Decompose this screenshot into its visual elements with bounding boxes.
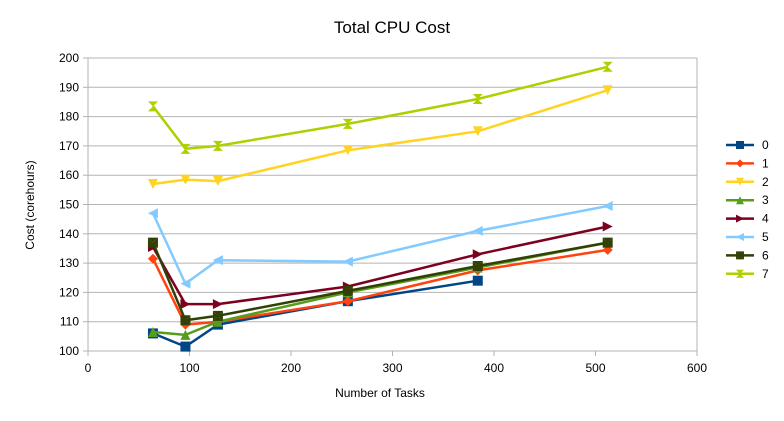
data-point-3 (180, 329, 191, 340)
x-tick-label: 400 (484, 361, 504, 375)
legend-label: 5 (762, 230, 769, 244)
legend-item-1: 1 (726, 156, 769, 170)
series-line-4 (151, 225, 608, 306)
data-point-7 (147, 101, 158, 112)
data-point-5 (472, 225, 483, 236)
data-point-2 (472, 126, 483, 137)
data-point-6 (602, 237, 613, 248)
data-point-5 (180, 278, 191, 289)
legend-label: 2 (762, 175, 769, 189)
data-point-5 (602, 200, 613, 211)
y-tick-label: 130 (59, 256, 79, 270)
data-point-4 (602, 221, 613, 232)
legend-marker (736, 141, 744, 149)
legend-item-6: 6 (726, 248, 769, 262)
series-line-6 (151, 241, 608, 322)
data-point-1 (147, 253, 158, 264)
data-point-5 (342, 256, 353, 267)
data-point-7 (342, 118, 353, 129)
data-point-3 (147, 326, 158, 337)
x-tick-label: 300 (382, 361, 402, 375)
y-tick-label: 100 (59, 344, 79, 358)
legend-marker (736, 233, 744, 241)
x-tick-labels: 0 100 200 300 400 500 600 (85, 361, 708, 375)
y-tick-label: 110 (60, 315, 79, 329)
data-point-0 (180, 341, 191, 352)
legend-label: 1 (762, 156, 769, 170)
data-point-4 (472, 249, 483, 260)
series-layer (147, 61, 613, 352)
data-point-3 (212, 316, 223, 327)
legend-item-2: 2 (726, 175, 769, 189)
x-tick-label: 500 (585, 361, 605, 375)
y-tick-label: 140 (59, 227, 79, 241)
y-tick-label: 120 (59, 285, 79, 299)
series-6 (147, 237, 613, 326)
legend-marker (736, 196, 744, 205)
legend-label: 6 (762, 248, 769, 262)
y-tick-label: 200 (59, 51, 79, 65)
legend-item-0: 0 (726, 138, 769, 152)
series-line-1 (151, 248, 608, 326)
legend-item-3: 3 (726, 193, 769, 207)
y-tick-label: 180 (59, 110, 79, 124)
data-point-6 (472, 261, 483, 272)
data-point-2 (180, 174, 191, 185)
y-tick-label: 150 (59, 198, 79, 212)
data-point-5 (147, 208, 158, 219)
x-tick-label: 200 (281, 361, 301, 375)
x-axis-label: Number of Tasks (335, 386, 425, 400)
data-point-2 (212, 176, 223, 187)
data-point-5 (212, 255, 223, 266)
y-axis-label: Cost (corehours) (23, 160, 37, 249)
legend-marker (736, 159, 744, 168)
y-tick-labels: 100 110 120 130 140 150 160 170 180 190 200 (59, 51, 79, 358)
x-tick-label: 0 (85, 361, 92, 375)
data-point-7 (212, 140, 223, 151)
x-tick-label: 600 (687, 361, 707, 375)
legend-marker (736, 251, 744, 260)
chart-title: Total CPU Cost (334, 18, 450, 37)
legend-item-4: 4 (726, 212, 769, 226)
data-point-7 (602, 61, 613, 72)
series-line-2 (152, 89, 609, 186)
data-point-2 (147, 178, 158, 189)
y-tick-label: 190 (59, 80, 79, 94)
legend-label: 3 (762, 193, 769, 207)
series-line-5 (151, 204, 608, 285)
legend-label: 4 (762, 212, 769, 226)
data-point-7 (472, 94, 483, 105)
series-0 (147, 275, 483, 352)
data-point-1 (342, 296, 353, 307)
data-point-6 (212, 310, 223, 321)
legend-marker (736, 269, 744, 278)
series-line-7 (152, 65, 609, 151)
series-7 (147, 61, 613, 154)
data-point-6 (342, 285, 353, 296)
legend-item-5: 5 (726, 230, 769, 244)
series-2 (147, 85, 613, 189)
data-point-6 (180, 315, 191, 326)
data-point-6 (147, 237, 158, 248)
data-point-2 (342, 145, 353, 156)
y-tick-label: 160 (59, 168, 79, 182)
data-point-0 (472, 275, 483, 286)
data-point-4 (180, 299, 191, 310)
legend-marker (736, 214, 744, 223)
legend: 0 1 2 3 4 5 6 7 (726, 138, 769, 281)
y-tick-label: 170 (59, 139, 79, 153)
data-point-7 (180, 143, 191, 154)
legend-label: 7 (762, 267, 769, 281)
legend-item-7: 7 (726, 267, 769, 281)
data-point-2 (602, 85, 613, 96)
x-tick-label: 100 (179, 361, 199, 375)
series-5 (147, 200, 613, 289)
data-point-4 (212, 299, 223, 310)
legend-marker (736, 177, 744, 186)
legend-label: 0 (762, 138, 769, 152)
